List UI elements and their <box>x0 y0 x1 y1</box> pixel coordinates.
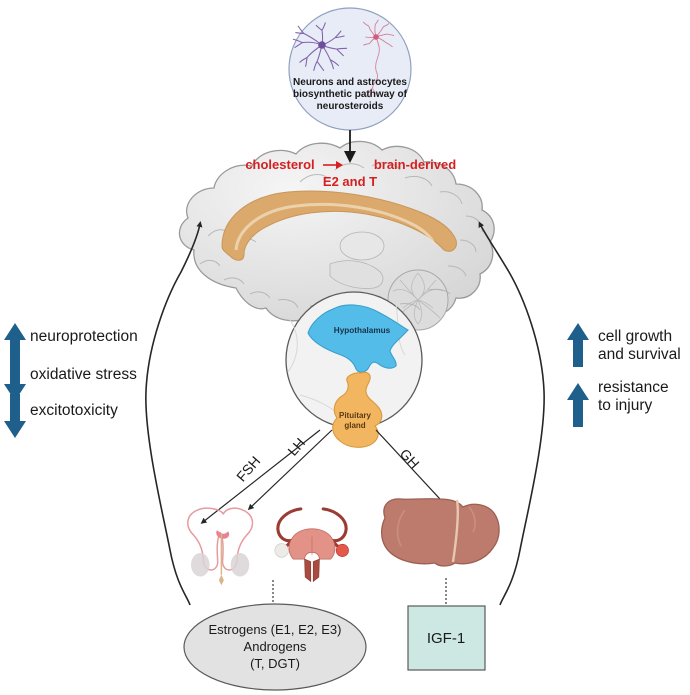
svg-text:cell growth: cell growth <box>598 328 672 345</box>
svg-text:and survival: and survival <box>598 346 681 363</box>
svg-text:to injury: to injury <box>598 397 653 414</box>
svg-text:resistance: resistance <box>598 379 669 396</box>
